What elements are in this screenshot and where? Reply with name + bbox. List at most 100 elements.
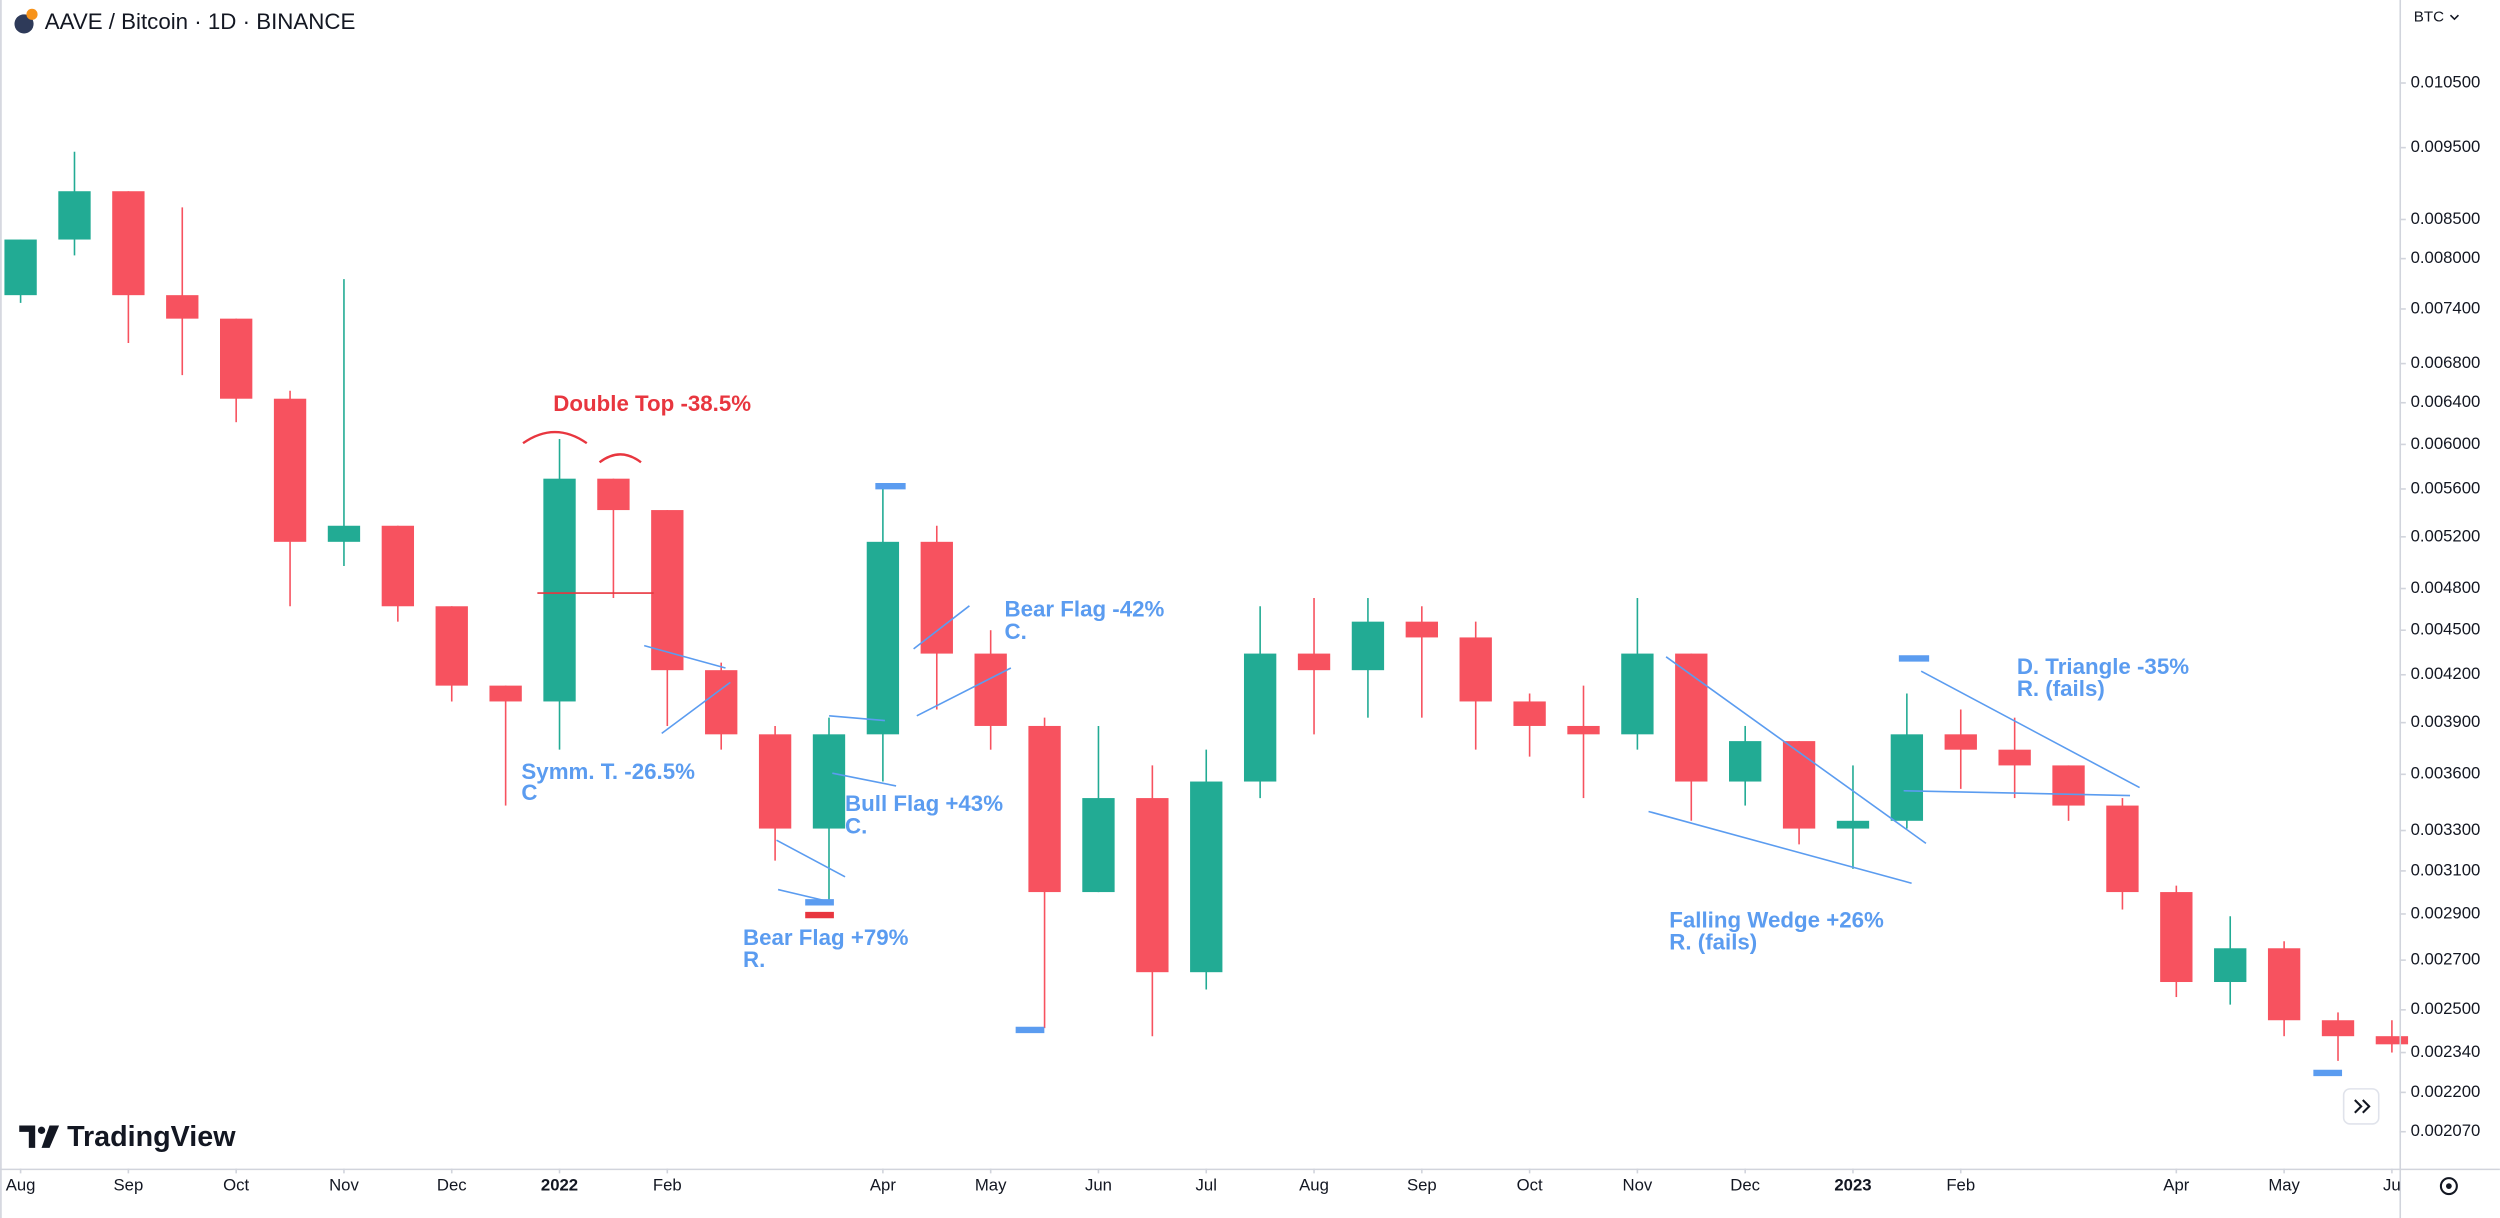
candle-body [1082,798,1115,893]
y-tick-label: 0.002900 [2411,903,2481,922]
candle-body [435,606,468,686]
annotation-note: C. [845,813,867,838]
trend-line [1903,789,2131,797]
scroll-icon [2354,1099,2371,1114]
x-tick-label: Aug [1299,1176,1329,1195]
candle-body [1836,820,1870,829]
candle-body [2214,948,2247,983]
logo-dot [37,1126,46,1134]
candle-body [2052,765,2085,806]
candle-body [1136,798,1169,973]
plot-area [4,151,2409,1061]
x-tick-label: Aug [6,1176,36,1195]
candle-body [58,191,91,240]
candle-body [327,525,361,542]
y-tick-label: 0.003100 [2411,860,2481,879]
candle-body [489,685,522,702]
candle-body [220,318,253,399]
y-tick-label: 0.004200 [2411,664,2481,683]
x-tick-label: Dec [1730,1176,1760,1195]
candle-body [866,541,900,735]
trend-line [1665,656,1927,845]
annotation: Bull Flag +43% [845,791,1003,816]
y-tick-label: 0.008000 [2411,248,2481,267]
x-tick-label: Sep [114,1176,144,1195]
candle-body [2321,1020,2355,1037]
x-tick-label: Dec [437,1176,467,1195]
y-tick-label: 0.006000 [2411,434,2481,453]
x-tick-label: Feb [653,1176,682,1195]
candle-body [112,191,145,296]
x-tick-label: Nov [329,1176,359,1195]
annotation-note: R. (fails) [1669,930,1757,955]
candle-body [651,510,684,671]
x-tick-label: Apr [870,1176,896,1195]
y-tick-label: 0.002500 [2411,999,2481,1018]
x-tick-label: Apr [2163,1176,2189,1195]
candle-body [1190,781,1223,973]
x-tick-label: 2022 [541,1176,578,1195]
y-tick-label: 0.010500 [2411,72,2481,91]
y-tick-label: 0.002200 [2411,1082,2481,1101]
logo-text: TradingView [67,1121,236,1153]
candle-body [1297,653,1331,671]
candle-body [381,525,415,607]
candle-body [2106,805,2139,893]
trend-line [832,772,897,787]
y-tick-label: 0.002340 [2411,1042,2481,1061]
x-tick-label: 2023 [1834,1176,1871,1195]
annotation: Symm. T. -26.5% [521,759,695,784]
tradingview-logo: TradingView [19,1121,236,1153]
candle-body [2375,1036,2409,1045]
x-tick-label: Oct [223,1176,249,1195]
trend-line [1648,810,1912,884]
annotation: Double Top -38.5% [553,391,751,416]
settings-button[interactable] [2439,1177,2458,1196]
annotation-note: R. (fails) [2017,676,2105,701]
trend-line [829,715,885,722]
candle-body [1459,637,1492,702]
trend-line [776,839,846,878]
trend-line [916,667,1012,717]
annotation-note: R. [743,947,765,972]
y-tick-label: 0.005600 [2411,478,2481,497]
y-tick-label: 0.003600 [2411,764,2481,783]
candle-body [1890,734,1924,821]
y-tick-label: 0.008500 [2411,209,2481,228]
candle-body [597,478,630,511]
double-top-arc [522,430,588,445]
candle-body [1513,701,1546,726]
drawings [522,430,2343,1077]
candle-body [812,734,846,829]
currency-selector[interactable]: BTC [2414,9,2444,26]
x-tick-label: Jul [1196,1176,1217,1195]
x-tick-label: Sep [1407,1176,1437,1195]
y-tick-label: 0.002700 [2411,950,2481,969]
logo-slash [41,1125,60,1148]
y-tick-label: 0.007400 [2411,298,2481,317]
y-tick-label: 0.005200 [2411,526,2481,545]
candle-body [543,478,576,702]
candle-body [1405,621,1438,638]
x-tick-label: Nov [1623,1176,1653,1195]
candle-body [2267,948,2301,1021]
x-tick-label: Feb [1946,1176,1975,1195]
trend-line [1920,670,2140,789]
candle-body [1675,653,1708,782]
x-tick-label: May [975,1176,1007,1195]
candle-body [2160,892,2193,983]
trend-line [913,605,970,650]
y-tick-label: 0.006400 [2411,392,2481,411]
annotation-note: C [521,780,537,805]
candle-body [1621,653,1654,735]
settings-dot [2445,1183,2452,1189]
y-tick-label: 0.004800 [2411,578,2481,597]
annotation: Falling Wedge +26% [1669,907,1884,932]
annotation: Bear Flag -42% [1004,596,1164,621]
trend-line [643,644,726,669]
symbol-title: AAVE / Bitcoin · 1D · BINANCE [45,9,356,34]
candle-body [1351,621,1385,671]
candle-body [1998,749,2031,766]
